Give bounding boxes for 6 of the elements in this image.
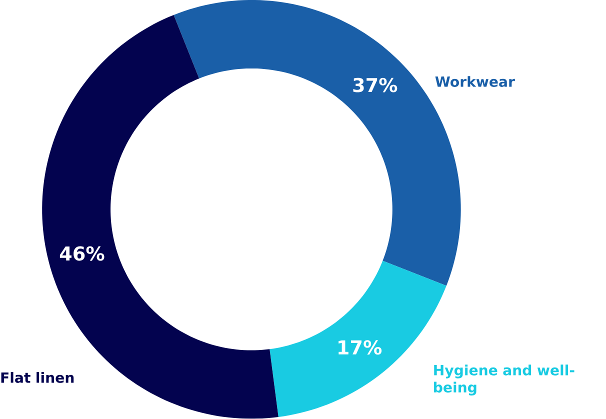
slice-label: Workwear (435, 76, 515, 88)
data-label: 46% (60, 246, 104, 261)
slice-label: Hygiene and well-being (434, 364, 574, 396)
data-label: 37% (353, 78, 398, 92)
data-label: 17% (338, 340, 382, 355)
slice-label: Flat linen (1, 372, 74, 384)
